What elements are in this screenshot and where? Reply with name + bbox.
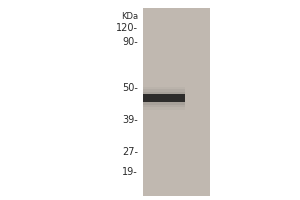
Text: 120-: 120- <box>116 23 138 33</box>
Bar <box>143 8 210 196</box>
Text: 27-: 27- <box>122 147 138 157</box>
Bar <box>143 89 185 107</box>
Text: 19-: 19- <box>122 167 138 177</box>
Bar <box>143 86 185 110</box>
Text: 90-: 90- <box>122 37 138 47</box>
Text: 39-: 39- <box>122 115 138 125</box>
Text: KDa: KDa <box>121 12 138 21</box>
Bar <box>143 92 185 104</box>
Text: 50-: 50- <box>122 83 138 93</box>
Bar <box>143 94 185 102</box>
